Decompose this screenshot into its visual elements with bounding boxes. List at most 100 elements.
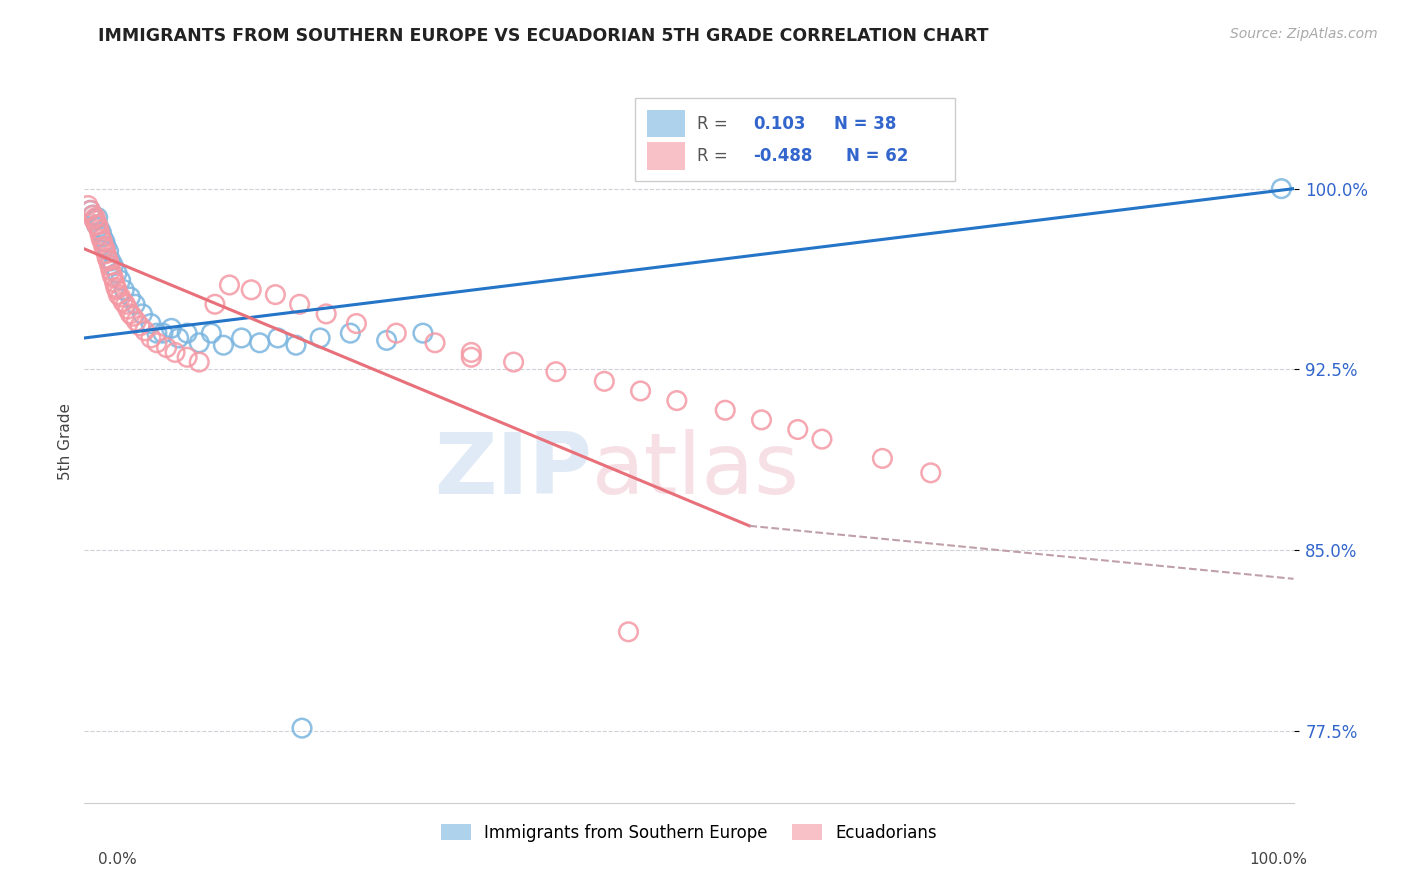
- Legend: Immigrants from Southern Europe, Ecuadorians: Immigrants from Southern Europe, Ecuador…: [434, 817, 943, 848]
- Point: [139, 317, 162, 331]
- Point: [100, 253, 122, 268]
- Point: [665, 393, 688, 408]
- Text: -0.488: -0.488: [754, 147, 813, 165]
- Point: [212, 338, 235, 352]
- Point: [94, 246, 117, 260]
- Point: [84, 211, 107, 225]
- Point: [82, 208, 104, 222]
- Point: [460, 350, 482, 364]
- Point: [231, 331, 253, 345]
- Point: [617, 624, 640, 639]
- Point: [315, 307, 337, 321]
- Point: [188, 335, 211, 350]
- Point: [264, 287, 287, 301]
- Point: [284, 338, 308, 352]
- Point: [155, 341, 177, 355]
- Point: [93, 239, 115, 253]
- Point: [120, 307, 142, 321]
- Point: [200, 326, 222, 341]
- Point: [346, 317, 368, 331]
- Point: [86, 218, 108, 232]
- Text: R =: R =: [697, 115, 734, 133]
- Point: [98, 259, 121, 273]
- Point: [188, 355, 211, 369]
- Text: ZIP: ZIP: [434, 429, 592, 512]
- Text: IMMIGRANTS FROM SOUTHERN EUROPE VS ECUADORIAN 5TH GRADE CORRELATION CHART: IMMIGRANTS FROM SOUTHERN EUROPE VS ECUAD…: [98, 27, 988, 45]
- Point: [160, 321, 183, 335]
- Point: [77, 198, 100, 212]
- Point: [593, 374, 616, 388]
- FancyBboxPatch shape: [647, 110, 685, 137]
- Point: [139, 331, 162, 345]
- Point: [87, 220, 110, 235]
- Point: [105, 283, 128, 297]
- Point: [146, 335, 169, 350]
- Text: atlas: atlas: [592, 429, 800, 512]
- Point: [86, 211, 108, 225]
- Point: [83, 213, 105, 227]
- Point: [920, 466, 942, 480]
- Point: [112, 283, 135, 297]
- Point: [872, 451, 894, 466]
- Point: [146, 326, 169, 341]
- Point: [91, 235, 114, 249]
- Point: [90, 225, 112, 239]
- Point: [630, 384, 652, 398]
- Text: 0.103: 0.103: [754, 115, 806, 133]
- Point: [460, 345, 482, 359]
- Text: R =: R =: [697, 147, 734, 165]
- FancyBboxPatch shape: [647, 143, 685, 169]
- Point: [103, 259, 125, 273]
- Point: [94, 235, 117, 249]
- Point: [104, 276, 127, 290]
- Point: [375, 334, 398, 348]
- Point: [91, 230, 114, 244]
- FancyBboxPatch shape: [634, 98, 955, 181]
- Point: [412, 326, 434, 341]
- Point: [97, 244, 120, 259]
- Point: [385, 326, 408, 341]
- Point: [96, 252, 118, 266]
- Point: [104, 280, 127, 294]
- Point: [218, 278, 240, 293]
- Point: [423, 335, 446, 350]
- Point: [176, 350, 198, 364]
- Point: [107, 287, 129, 301]
- Point: [89, 227, 111, 242]
- Point: [544, 365, 567, 379]
- Point: [267, 331, 290, 345]
- Point: [134, 324, 156, 338]
- Point: [502, 355, 524, 369]
- Point: [309, 331, 332, 345]
- Point: [121, 310, 143, 324]
- Point: [120, 290, 142, 304]
- Point: [86, 218, 108, 232]
- Point: [90, 232, 112, 246]
- Text: N = 38: N = 38: [834, 115, 897, 133]
- Point: [131, 307, 153, 321]
- Point: [87, 222, 110, 236]
- Point: [110, 273, 132, 287]
- Point: [811, 432, 834, 446]
- Point: [100, 263, 122, 277]
- Point: [751, 413, 773, 427]
- Point: [124, 297, 146, 311]
- Point: [240, 283, 263, 297]
- Point: [105, 266, 128, 280]
- Point: [94, 239, 117, 253]
- Point: [176, 326, 198, 341]
- Point: [288, 297, 311, 311]
- Text: 100.0%: 100.0%: [1250, 852, 1308, 867]
- Point: [129, 318, 152, 333]
- Point: [117, 301, 139, 317]
- Text: 0.0%: 0.0%: [98, 852, 138, 867]
- Point: [204, 297, 226, 311]
- Point: [82, 208, 104, 222]
- Point: [125, 314, 148, 328]
- Point: [112, 294, 135, 309]
- Point: [165, 345, 187, 359]
- Point: [249, 335, 271, 350]
- Point: [97, 253, 120, 268]
- Point: [339, 326, 361, 341]
- Text: Source: ZipAtlas.com: Source: ZipAtlas.com: [1230, 27, 1378, 41]
